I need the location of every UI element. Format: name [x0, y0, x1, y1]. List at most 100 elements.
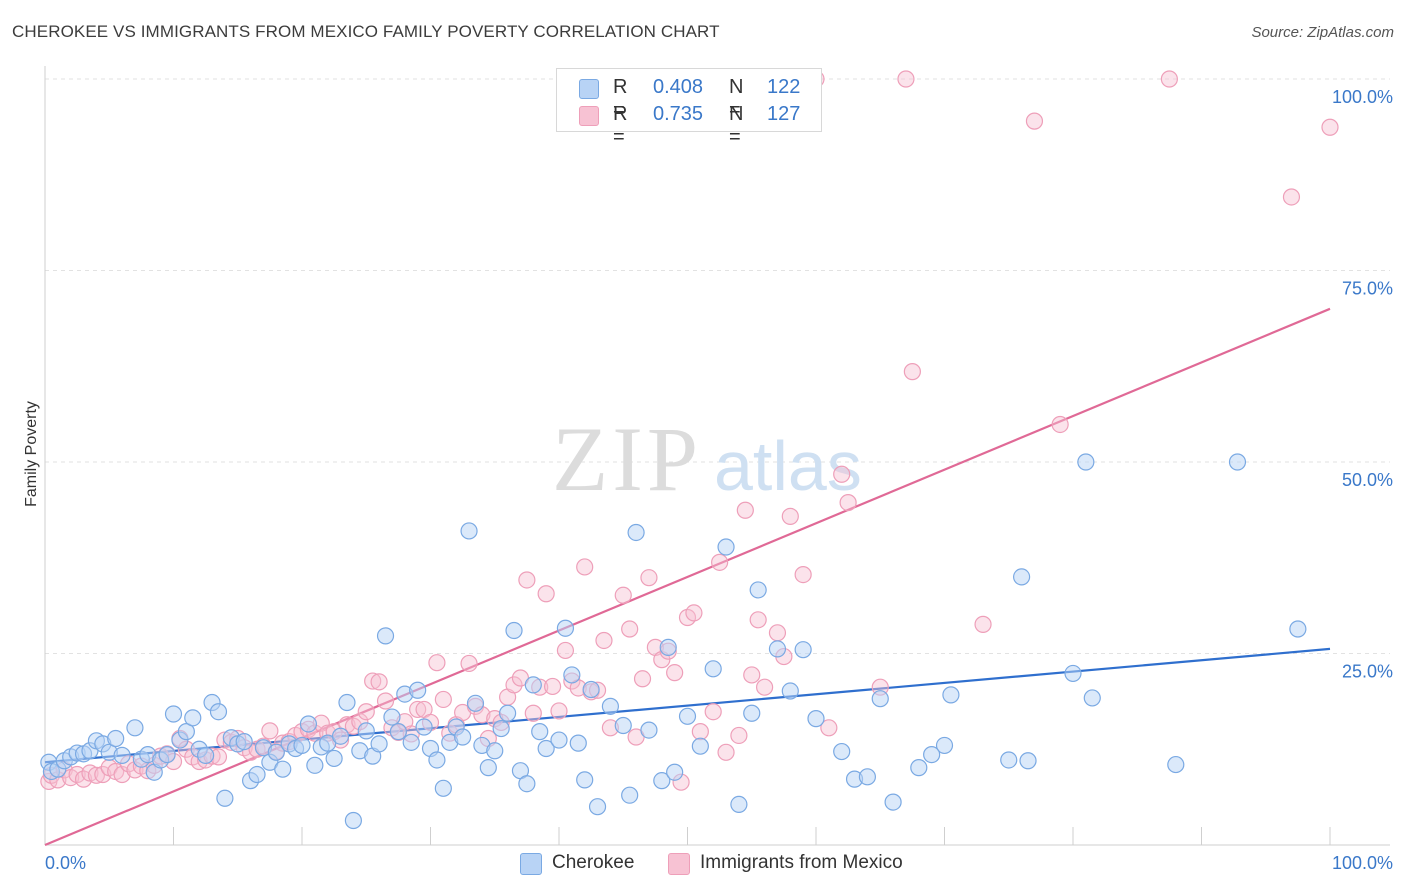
cherokee-point — [357, 722, 375, 740]
mexico-point — [736, 501, 754, 519]
r-value: 0.735 — [653, 103, 704, 125]
cherokee-point — [1019, 752, 1037, 770]
mexico-point — [518, 571, 536, 589]
cherokee-point — [730, 795, 748, 814]
mexico-point — [691, 723, 709, 741]
cherokee-point — [537, 739, 555, 758]
x-tick-label: 100.0% — [1332, 853, 1393, 873]
cherokee-point — [389, 723, 407, 741]
cherokee-point — [376, 627, 395, 645]
stats-legend: R = 0.408 N = 122 R = 0.735 N = 127 — [556, 68, 822, 148]
n-value: 127 — [767, 103, 801, 125]
cherokee-point — [768, 640, 787, 658]
cherokee-point — [1167, 755, 1185, 774]
cherokee-point — [344, 811, 362, 830]
cherokee-point — [184, 709, 202, 727]
mexico-point — [730, 726, 748, 745]
n-value: 122 — [767, 76, 801, 98]
cherokee-point — [576, 771, 594, 789]
cherokee-point — [460, 522, 478, 540]
mexico-point — [614, 586, 632, 604]
mexico-point — [113, 765, 131, 784]
cherokee-point — [935, 736, 954, 755]
cherokee-point — [370, 735, 388, 753]
trend-lines — [44, 307, 1331, 847]
cherokee-point — [338, 693, 356, 712]
cherokee-legend-label: Cherokee — [552, 852, 635, 873]
mexico-point — [434, 690, 452, 709]
cherokee-point — [582, 680, 600, 699]
mexico-swatch — [579, 106, 599, 126]
cherokee-point — [614, 716, 632, 735]
cherokee-point — [428, 751, 446, 769]
cherokee-point — [409, 681, 427, 699]
mexico-point — [1051, 415, 1069, 434]
cherokee-point — [107, 729, 125, 748]
cherokee-point — [499, 704, 517, 722]
mexico-point — [595, 631, 613, 650]
cherokee-point — [274, 760, 292, 778]
mexico-point — [1321, 118, 1339, 136]
cherokee-point — [871, 690, 889, 708]
mexico-point — [409, 700, 427, 719]
cherokee-point — [563, 666, 581, 684]
mexico-point — [94, 765, 112, 784]
y-tick-label: 100.0% — [1332, 87, 1393, 107]
cherokee-point — [807, 710, 825, 728]
cherokee-point — [177, 723, 195, 741]
y-tick-label: 25.0% — [1342, 662, 1393, 682]
cherokee-point — [293, 736, 311, 755]
mexico-point — [357, 703, 375, 721]
mexico-legend-label: Immigrants from Mexico — [700, 852, 903, 873]
cherokee-point — [454, 728, 472, 746]
cherokee-point — [402, 733, 420, 751]
cherokee-point — [653, 772, 671, 790]
cherokee-point — [588, 798, 607, 816]
mexico-point — [261, 722, 279, 740]
cherokee-point — [383, 708, 401, 726]
watermark-zip: ZIP — [552, 408, 702, 510]
mexico-point — [666, 664, 684, 682]
y-axis-label: Family Poverty — [23, 401, 40, 507]
mexico-point — [428, 654, 446, 672]
n-label: N = — [729, 76, 744, 121]
cherokee-point — [331, 727, 350, 745]
mexico-point — [1160, 70, 1178, 88]
cherokee-point — [505, 621, 523, 640]
cherokee-point — [113, 746, 131, 764]
x-tick-label: 0.0% — [45, 853, 86, 873]
mexico-point — [685, 604, 703, 622]
cherokee-point — [691, 737, 709, 755]
series-cherokee-points — [40, 453, 1307, 830]
cherokee-point — [794, 641, 812, 659]
mexico-point — [749, 611, 767, 629]
mexico-point — [576, 558, 594, 576]
mexico-point — [505, 676, 523, 694]
r-label: R = — [613, 103, 628, 148]
mexico-point — [370, 673, 388, 691]
mexico-point — [974, 615, 992, 633]
cherokee-point — [884, 793, 902, 811]
axes — [44, 66, 1390, 846]
cherokee-point — [569, 734, 587, 752]
mexico-point — [1025, 112, 1044, 130]
mexico-point — [640, 569, 658, 587]
cherokee-point — [1012, 568, 1031, 586]
cherokee-point — [306, 756, 324, 774]
mexico-point — [781, 507, 799, 525]
cherokee-point — [299, 715, 318, 733]
cherokee-point — [942, 686, 960, 704]
cherokee-point — [556, 619, 575, 637]
cherokee-point — [749, 581, 767, 599]
cherokee-point — [833, 742, 851, 761]
gridlines — [45, 78, 1390, 654]
cherokee-point — [479, 759, 497, 777]
y-tick-label: 75.0% — [1342, 279, 1393, 299]
mexico-point — [755, 678, 774, 696]
cherokee-point — [1000, 751, 1018, 769]
mexico-point — [768, 624, 787, 642]
mexico-point — [621, 620, 639, 638]
cherokee-point — [678, 707, 697, 725]
cherokee-point — [910, 759, 928, 777]
cherokee-point — [492, 719, 510, 738]
